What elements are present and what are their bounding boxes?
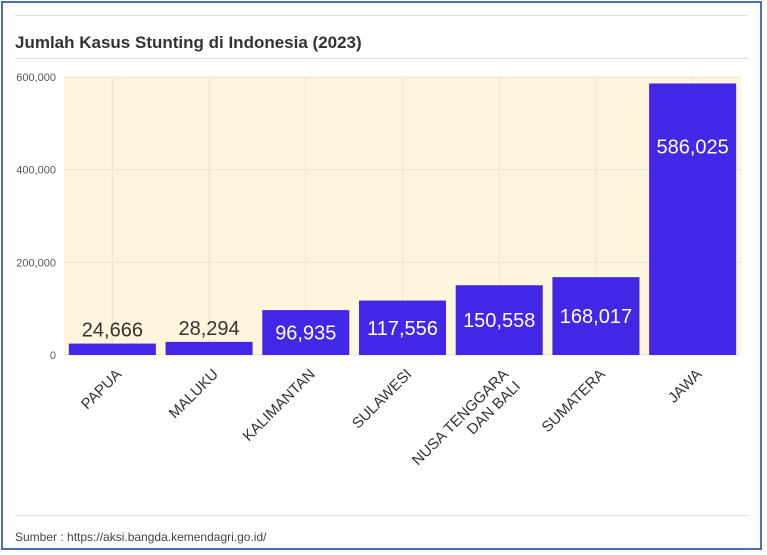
x-tick-label-line: SULAWESI xyxy=(349,366,415,432)
data-label: 586,025 xyxy=(656,136,728,158)
x-tick-label-line: KALIMANTAN xyxy=(240,366,319,445)
bar xyxy=(68,343,156,355)
x-tick-label: SUMATERA xyxy=(539,366,609,436)
bar xyxy=(165,341,253,355)
bar xyxy=(552,277,640,355)
title-divider xyxy=(15,58,748,59)
x-tick-label: SULAWESI xyxy=(349,366,415,432)
bar xyxy=(358,300,447,355)
data-label: 96,935 xyxy=(275,323,336,345)
x-tick-label-line: MALUKU xyxy=(166,366,222,422)
x-tick-label: KALIMANTAN xyxy=(240,366,319,445)
y-tick-label: 200,000 xyxy=(16,257,56,269)
source-note: Sumber : https://aksi.bangda.kemendagri.… xyxy=(15,530,267,544)
data-label: 24,666 xyxy=(82,320,143,342)
bar xyxy=(262,310,350,355)
y-tick-label: 400,000 xyxy=(16,165,56,177)
x-tick-label: PAPUA xyxy=(78,366,125,413)
data-label: 28,294 xyxy=(178,318,239,340)
bar xyxy=(649,83,737,355)
x-tick-label-line: JAWA xyxy=(665,366,706,407)
chart-title: Jumlah Kasus Stunting di Indonesia (2023… xyxy=(15,33,362,52)
data-label: 117,556 xyxy=(367,318,438,340)
data-label: 168,017 xyxy=(560,306,632,328)
x-tick-label: MALUKU xyxy=(166,366,222,422)
y-tick-label: 600,000 xyxy=(16,72,56,84)
x-tick-label-line: NUSA TENGGARA xyxy=(409,366,512,469)
x-tick-label-line: SUMATERA xyxy=(539,366,609,436)
x-tick-label: JAWA xyxy=(665,366,706,407)
bar xyxy=(455,285,543,355)
top-divider xyxy=(15,15,748,16)
y-tick-label: 0 xyxy=(50,350,56,362)
x-tick-label-line: PAPUA xyxy=(78,366,125,413)
footer-divider xyxy=(15,515,748,516)
data-label: 150,558 xyxy=(463,310,535,332)
